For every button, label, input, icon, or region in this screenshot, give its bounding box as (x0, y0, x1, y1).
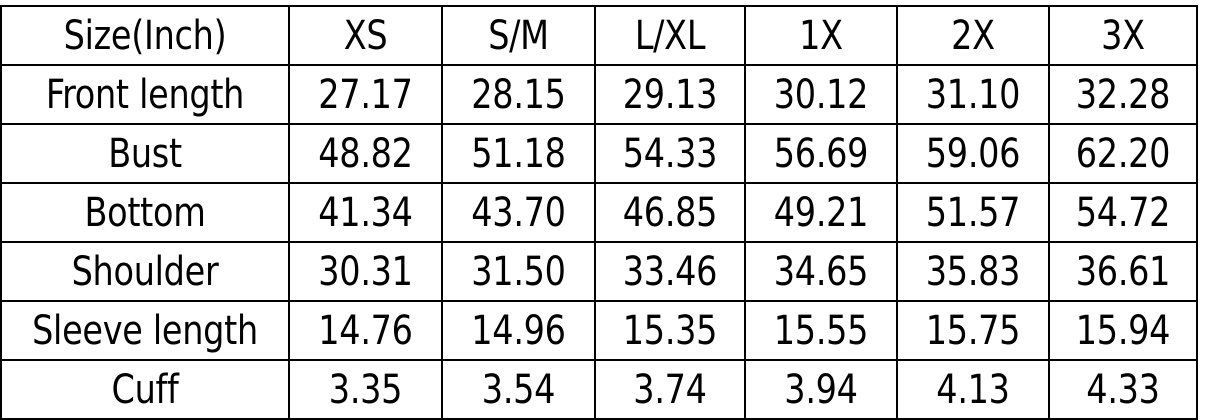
row-label-cuff: Cuff (10, 359, 280, 420)
cell-bust-sm: 51.18 (446, 123, 591, 184)
table-row: Shoulder 30.31 31.50 33.46 34.65 35.83 3… (1, 241, 1197, 302)
cell-bottom-lxl: 46.85 (599, 182, 741, 243)
column-header-size: Size(Inch) (10, 5, 280, 66)
cell-cuff-2x: 4.13 (901, 359, 1045, 420)
column-header-lxl: L/XL (599, 5, 741, 66)
column-header-2x: 2X (901, 5, 1045, 66)
table-row: Bottom 41.34 43.70 46.85 49.21 51.57 54.… (1, 182, 1197, 243)
cell-bottom-2x: 51.57 (901, 182, 1045, 243)
row-label-sleeve-length: Sleeve length (10, 300, 280, 361)
cell-bust-xs: 48.82 (293, 123, 438, 184)
cell-front-length-1x: 30.12 (749, 64, 893, 125)
table-row: Cuff 3.35 3.54 3.74 3.94 4.13 4.33 (1, 359, 1197, 420)
cell-sleeve-length-lxl: 15.35 (599, 300, 741, 361)
table-row: Front length 27.17 28.15 29.13 30.12 31.… (1, 64, 1197, 125)
table-header-row: Size(Inch) XS S/M L/XL 1X 2X 3X (1, 5, 1197, 66)
cell-shoulder-lxl: 33.46 (599, 241, 741, 302)
cell-cuff-xs: 3.35 (293, 359, 438, 420)
cell-cuff-3x: 4.33 (1053, 359, 1193, 420)
cell-front-length-3x: 32.28 (1053, 64, 1193, 125)
cell-shoulder-sm: 31.50 (446, 241, 591, 302)
table-row: Sleeve length 14.76 14.96 15.35 15.55 15… (1, 300, 1197, 361)
cell-bottom-sm: 43.70 (446, 182, 591, 243)
cell-bottom-3x: 54.72 (1053, 182, 1193, 243)
table-row: Bust 48.82 51.18 54.33 56.69 59.06 62.20 (1, 123, 1197, 184)
row-label-bust: Bust (10, 123, 280, 184)
column-header-1x: 1X (749, 5, 893, 66)
cell-bust-lxl: 54.33 (599, 123, 741, 184)
cell-bottom-1x: 49.21 (749, 182, 893, 243)
cell-sleeve-length-xs: 14.76 (293, 300, 438, 361)
cell-shoulder-2x: 35.83 (901, 241, 1045, 302)
size-chart-body: Size(Inch) XS S/M L/XL 1X 2X 3X Front le… (1, 5, 1197, 420)
row-label-front-length: Front length (10, 64, 280, 125)
cell-bust-3x: 62.20 (1053, 123, 1193, 184)
cell-bust-2x: 59.06 (901, 123, 1045, 184)
row-label-shoulder: Shoulder (10, 241, 280, 302)
cell-bottom-xs: 41.34 (293, 182, 438, 243)
size-chart-table: Size(Inch) XS S/M L/XL 1X 2X 3X Front le… (0, 5, 1198, 420)
cell-front-length-sm: 28.15 (446, 64, 591, 125)
cell-front-length-lxl: 29.13 (599, 64, 741, 125)
column-header-xs: XS (293, 5, 438, 66)
cell-front-length-xs: 27.17 (293, 64, 438, 125)
cell-sleeve-length-sm: 14.96 (446, 300, 591, 361)
cell-cuff-lxl: 3.74 (599, 359, 741, 420)
cell-sleeve-length-3x: 15.94 (1053, 300, 1193, 361)
cell-cuff-sm: 3.54 (446, 359, 591, 420)
column-header-sm: S/M (446, 5, 591, 66)
cell-cuff-1x: 3.94 (749, 359, 893, 420)
cell-sleeve-length-1x: 15.55 (749, 300, 893, 361)
cell-shoulder-3x: 36.61 (1053, 241, 1193, 302)
cell-front-length-2x: 31.10 (901, 64, 1045, 125)
column-header-3x: 3X (1053, 5, 1193, 66)
cell-sleeve-length-2x: 15.75 (901, 300, 1045, 361)
size-chart-container: Size(Inch) XS S/M L/XL 1X 2X 3X Front le… (0, 5, 1198, 420)
row-label-bottom: Bottom (10, 182, 280, 243)
cell-shoulder-xs: 30.31 (293, 241, 438, 302)
cell-shoulder-1x: 34.65 (749, 241, 893, 302)
cell-bust-1x: 56.69 (749, 123, 893, 184)
